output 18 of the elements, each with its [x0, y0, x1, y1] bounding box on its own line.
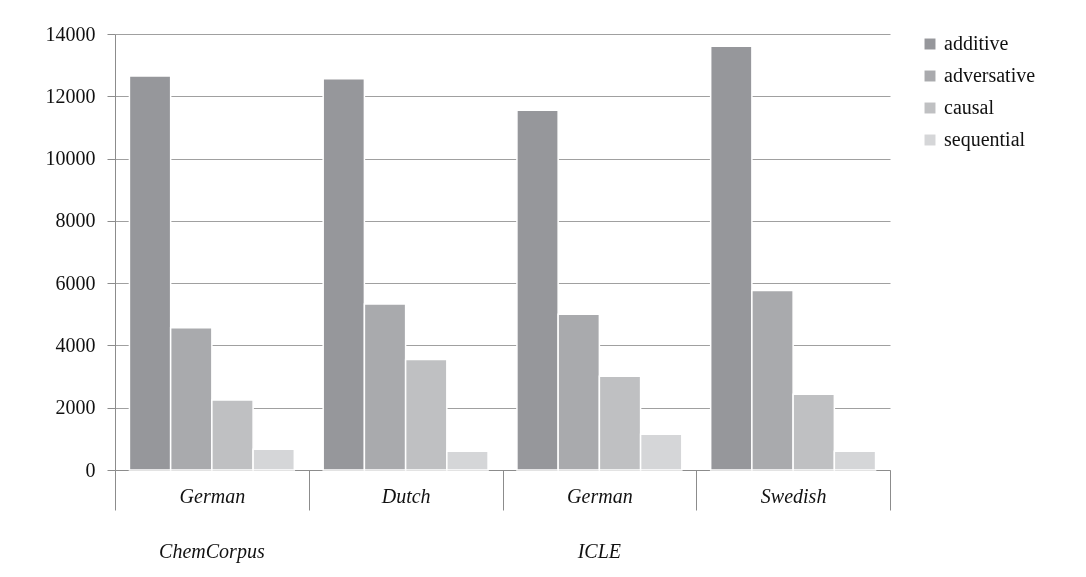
x-tick-label: Dutch: [380, 484, 431, 507]
legend-label: additive: [944, 32, 1009, 54]
text: ChemCorpus: [159, 540, 265, 563]
y-tick-label: 12000: [45, 84, 96, 107]
y-tick-label: 2000: [55, 396, 96, 419]
x-tick-label: German: [179, 484, 246, 507]
y-tick-label: 0: [85, 458, 96, 481]
y-tick-label: 14000: [45, 22, 96, 45]
x-tick-label: German: [567, 484, 633, 507]
y-tick-label: 6000: [55, 271, 96, 294]
y-tick-label: 4000: [55, 333, 96, 356]
legend-label: sequential: [944, 128, 1026, 151]
legend-label: causal: [944, 96, 995, 118]
text: ICLE: [576, 540, 622, 562]
x-tick-label: Swedish: [760, 484, 827, 507]
y-tick-label: 10000: [45, 147, 96, 170]
y-tick-label: 8000: [55, 209, 96, 232]
legend-label: adversative: [944, 64, 1036, 86]
